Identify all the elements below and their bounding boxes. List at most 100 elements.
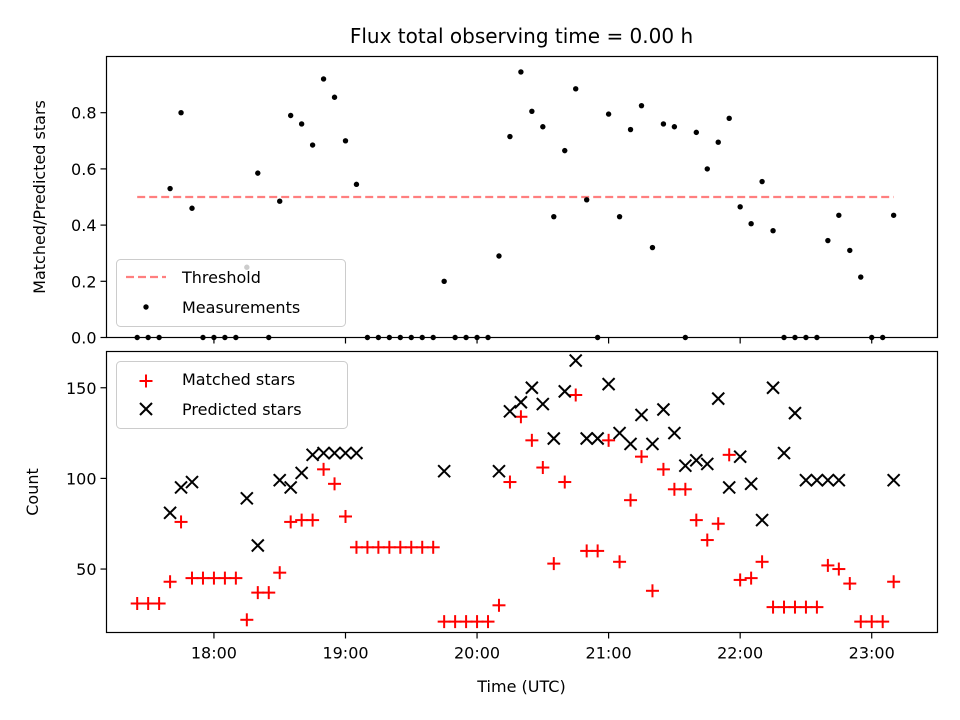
matched-star-point (667, 482, 681, 496)
matched-star-point (284, 515, 298, 529)
matched-star-point (722, 448, 736, 462)
predicted-star-point (547, 431, 561, 446)
matched-star-point (755, 555, 769, 569)
top-legend[interactable]: Threshold Measurements (116, 259, 346, 327)
measurement-point (167, 185, 173, 192)
matched-star-point (634, 450, 648, 464)
predicted-star-point (327, 446, 342, 460)
predicted-star-point (525, 381, 539, 395)
bottom-y-tick-label: 50 (76, 560, 96, 579)
predicted-star-point (590, 431, 605, 446)
measurement-point (189, 205, 195, 211)
bottom-y-tick-label: 150 (66, 379, 97, 398)
matched-star-point (602, 433, 616, 447)
predicted-star-point (174, 480, 188, 495)
predicted-star-point (744, 477, 758, 491)
matched-star-point (678, 482, 692, 496)
measurement-point (605, 111, 612, 117)
matched-star-point (174, 515, 188, 529)
measurement-point (715, 139, 721, 145)
bottom-axes: 50 100 150 18:00 19:00 20:00 21:00 22:00 23:00 (66, 379, 895, 663)
measurement-point (331, 94, 338, 100)
predicted-star-point (711, 391, 725, 406)
predicted-star-point (536, 397, 550, 411)
matched-star-point (393, 540, 407, 554)
matched-star-point (503, 475, 517, 489)
measurement-point (616, 213, 623, 220)
x-tick-label: 22:00 (717, 644, 763, 663)
matched-star-point (536, 461, 550, 475)
matched-star-point (306, 513, 320, 527)
matched-star-point (218, 571, 232, 585)
measurement-point (858, 274, 864, 280)
top-data-layer (134, 69, 897, 341)
legend-matched-swatch (139, 374, 153, 388)
bottom-legend[interactable]: Matched stars Predicted stars (116, 361, 348, 429)
predicted-star-point (305, 448, 320, 462)
measurement-point (836, 212, 842, 218)
matched-star-point (613, 555, 627, 569)
predicted-star-point (349, 446, 364, 460)
matched-star-point (295, 513, 309, 527)
top-y-axis-label: Matched/Predicted stars (30, 100, 49, 294)
legend-measurements-label: Measurements (182, 298, 300, 317)
predicted-star-point (437, 464, 451, 478)
matched-star-point (744, 571, 758, 585)
matched-star-point (865, 615, 879, 629)
matched-star-point (207, 571, 221, 585)
legend-predicted-label: Predicted stars (182, 400, 302, 419)
matched-star-point (624, 493, 638, 507)
matched-star-point (349, 540, 363, 554)
measurement-point (649, 244, 656, 251)
matched-star-point (448, 615, 462, 629)
matched-star-point (240, 613, 254, 627)
predicted-star-point (623, 437, 638, 451)
matched-star-point (514, 410, 528, 424)
x-tick-label: 23:00 (849, 644, 895, 663)
matched-star-point (371, 540, 385, 554)
predicted-star-point (755, 513, 769, 527)
measurement-point (847, 247, 853, 254)
predicted-star-point (601, 377, 616, 391)
x-tick-label: 21:00 (586, 644, 632, 663)
matched-star-point (569, 388, 583, 402)
top-y-tick-label: 0.6 (71, 160, 96, 179)
legend-predicted-swatch (139, 402, 153, 416)
matched-star-point (404, 540, 418, 554)
measurement-point (255, 170, 261, 176)
measurement-point (627, 126, 634, 133)
measurement-point (540, 124, 546, 130)
predicted-star-point (273, 473, 287, 487)
predicted-star-point (569, 353, 583, 368)
matched-star-point (558, 475, 572, 489)
matched-star-point (547, 557, 561, 571)
predicted-star-point (558, 384, 572, 399)
predicted-star-point (810, 473, 824, 487)
predicted-star-point (689, 453, 704, 467)
top-y-tick-label: 0.8 (71, 104, 96, 123)
measurement-point (277, 198, 283, 204)
measurement-point (562, 147, 568, 154)
top-axes: 0.0 0.2 0.4 0.6 0.8 (71, 104, 873, 348)
bottom-y-tick-label: 100 (66, 469, 97, 488)
measurement-point (507, 133, 513, 140)
legend-measurements-swatch (143, 304, 149, 310)
measurement-point (671, 124, 678, 130)
measurement-point (693, 129, 700, 136)
measurement-point (890, 212, 897, 218)
measurement-point (770, 228, 776, 234)
matched-star-point (382, 540, 396, 554)
matched-star-point (700, 533, 714, 547)
matched-star-point (810, 600, 824, 614)
matched-star-point (229, 571, 243, 585)
matched-star-point (689, 513, 703, 527)
measurement-point (342, 138, 349, 144)
matched-star-point (591, 544, 605, 558)
matched-star-point (196, 571, 210, 585)
predicted-star-point (514, 395, 528, 409)
x-tick-label: 20:00 (454, 644, 500, 663)
measurement-point (287, 112, 294, 119)
measurement-point (178, 110, 184, 116)
matched-star-point (360, 540, 374, 554)
